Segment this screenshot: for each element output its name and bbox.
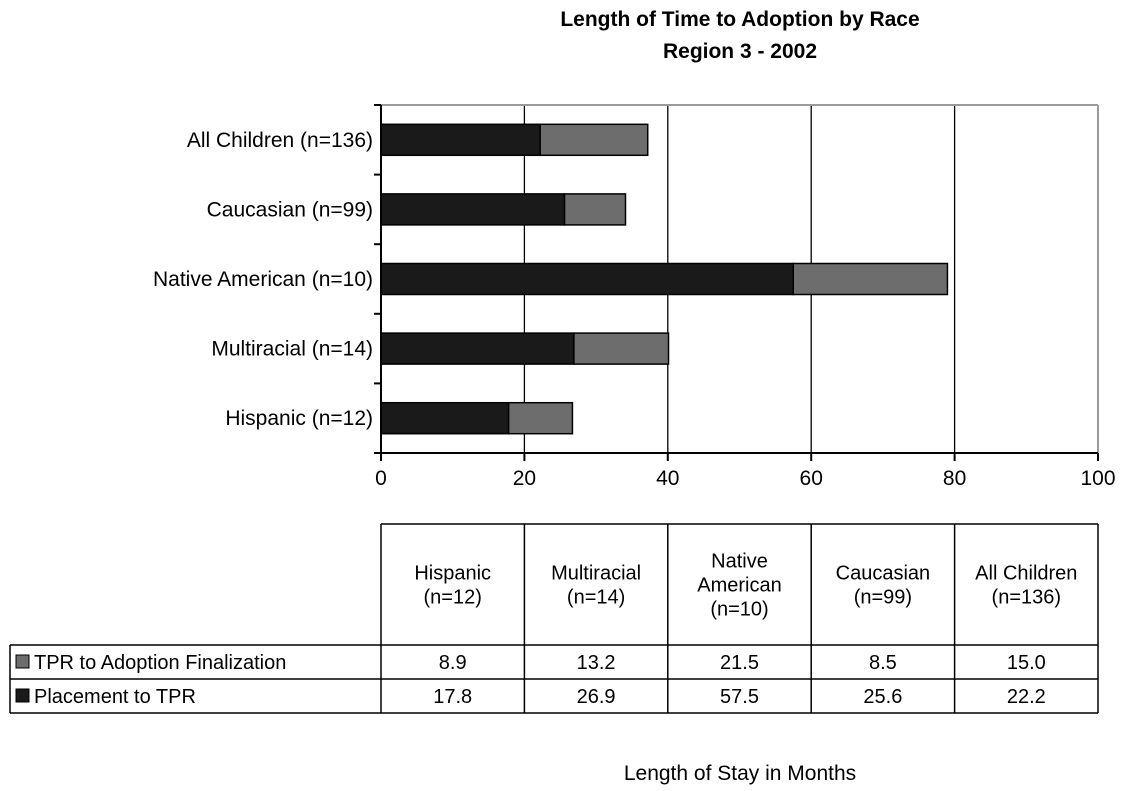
bar-placement-to-tpr-2 (380, 262, 795, 296)
legend-swatch-0 (15, 654, 30, 669)
x-tick-label-0: 0 (375, 467, 387, 490)
table-header-4-line-0: All Children (975, 563, 1077, 585)
category-label-3: Caucasian (n=99) (207, 198, 373, 221)
table-header-0-line-1: (n=12) (424, 587, 482, 609)
bar-placement-to-tpr-3 (380, 193, 566, 226)
bar-tpr-to-adoption-4 (539, 123, 649, 157)
table-header-4-line-1: (n=136) (992, 587, 1062, 609)
bar-placement-to-tpr-4 (380, 123, 541, 157)
table-header-2-line-2: (n=10) (710, 599, 768, 621)
table-header-2-line-1: American (697, 575, 781, 597)
table-value-1-0: 17.8 (433, 686, 472, 708)
table-value-1-1: 26.9 (577, 686, 616, 708)
bars (380, 123, 949, 435)
table-value-0-1: 13.2 (577, 652, 616, 674)
x-tick-label-40: 40 (656, 467, 679, 490)
table-value-0-4: 15.0 (1007, 652, 1046, 674)
category-label-1: Multiracial (n=14) (211, 338, 373, 361)
x-tick-label-100: 100 (1080, 467, 1115, 490)
table-header-0-line-0: Hispanic (414, 563, 491, 585)
table-value-0-3: 8.5 (869, 652, 897, 674)
chart-title-line-1: Length of Time to Adoption by Race (560, 8, 919, 31)
bar-placement-to-tpr-1 (380, 332, 575, 365)
gridlines (381, 104, 1099, 453)
x-tick-label-20: 20 (513, 467, 536, 490)
bar-placement-to-tpr-0 (380, 401, 510, 435)
table-header-3-line-1: (n=99) (854, 587, 912, 609)
legend-label-0: TPR to Adoption Finalization (34, 652, 286, 674)
bar-tpr-to-adoption-3 (563, 193, 627, 226)
category-label-0: Hispanic (n=12) (225, 407, 373, 430)
table-header-1-line-1: (n=14) (567, 587, 625, 609)
table-value-1-3: 25.6 (863, 686, 902, 708)
table-header-3-line-0: Caucasian (836, 563, 931, 585)
table-value-1-4: 22.2 (1007, 686, 1046, 708)
chart-title-line-2: Region 3 - 2002 (663, 40, 817, 63)
x-axis-label: Length of Stay in Months (624, 762, 856, 785)
legend-label-1: Placement to TPR (34, 686, 196, 708)
data-table: Hispanic(n=12) Multiracial(n=14) NativeAme… (9, 523, 1099, 714)
x-tick-label-60: 60 (800, 467, 823, 490)
bar-tpr-to-adoption-2 (792, 262, 949, 296)
bar-tpr-to-adoption-1 (573, 332, 670, 365)
table-header-1-line-0: Multiracial (551, 563, 641, 585)
table-header-2-line-0: Native (711, 551, 768, 573)
table-value-0-2: 21.5 (720, 652, 759, 674)
category-label-4: All Children (n=136) (187, 129, 373, 152)
axes: Hispanic (n=12) Multiracial (n=14) Native … (153, 104, 1116, 490)
x-tick-label-80: 80 (943, 467, 966, 490)
bar-tpr-to-adoption-0 (507, 401, 574, 435)
table-value-1-2: 57.5 (720, 686, 759, 708)
category-label-2: Native American (n=10) (153, 268, 373, 291)
table-value-0-0: 8.9 (439, 652, 467, 674)
legend-swatch-1 (15, 688, 30, 703)
